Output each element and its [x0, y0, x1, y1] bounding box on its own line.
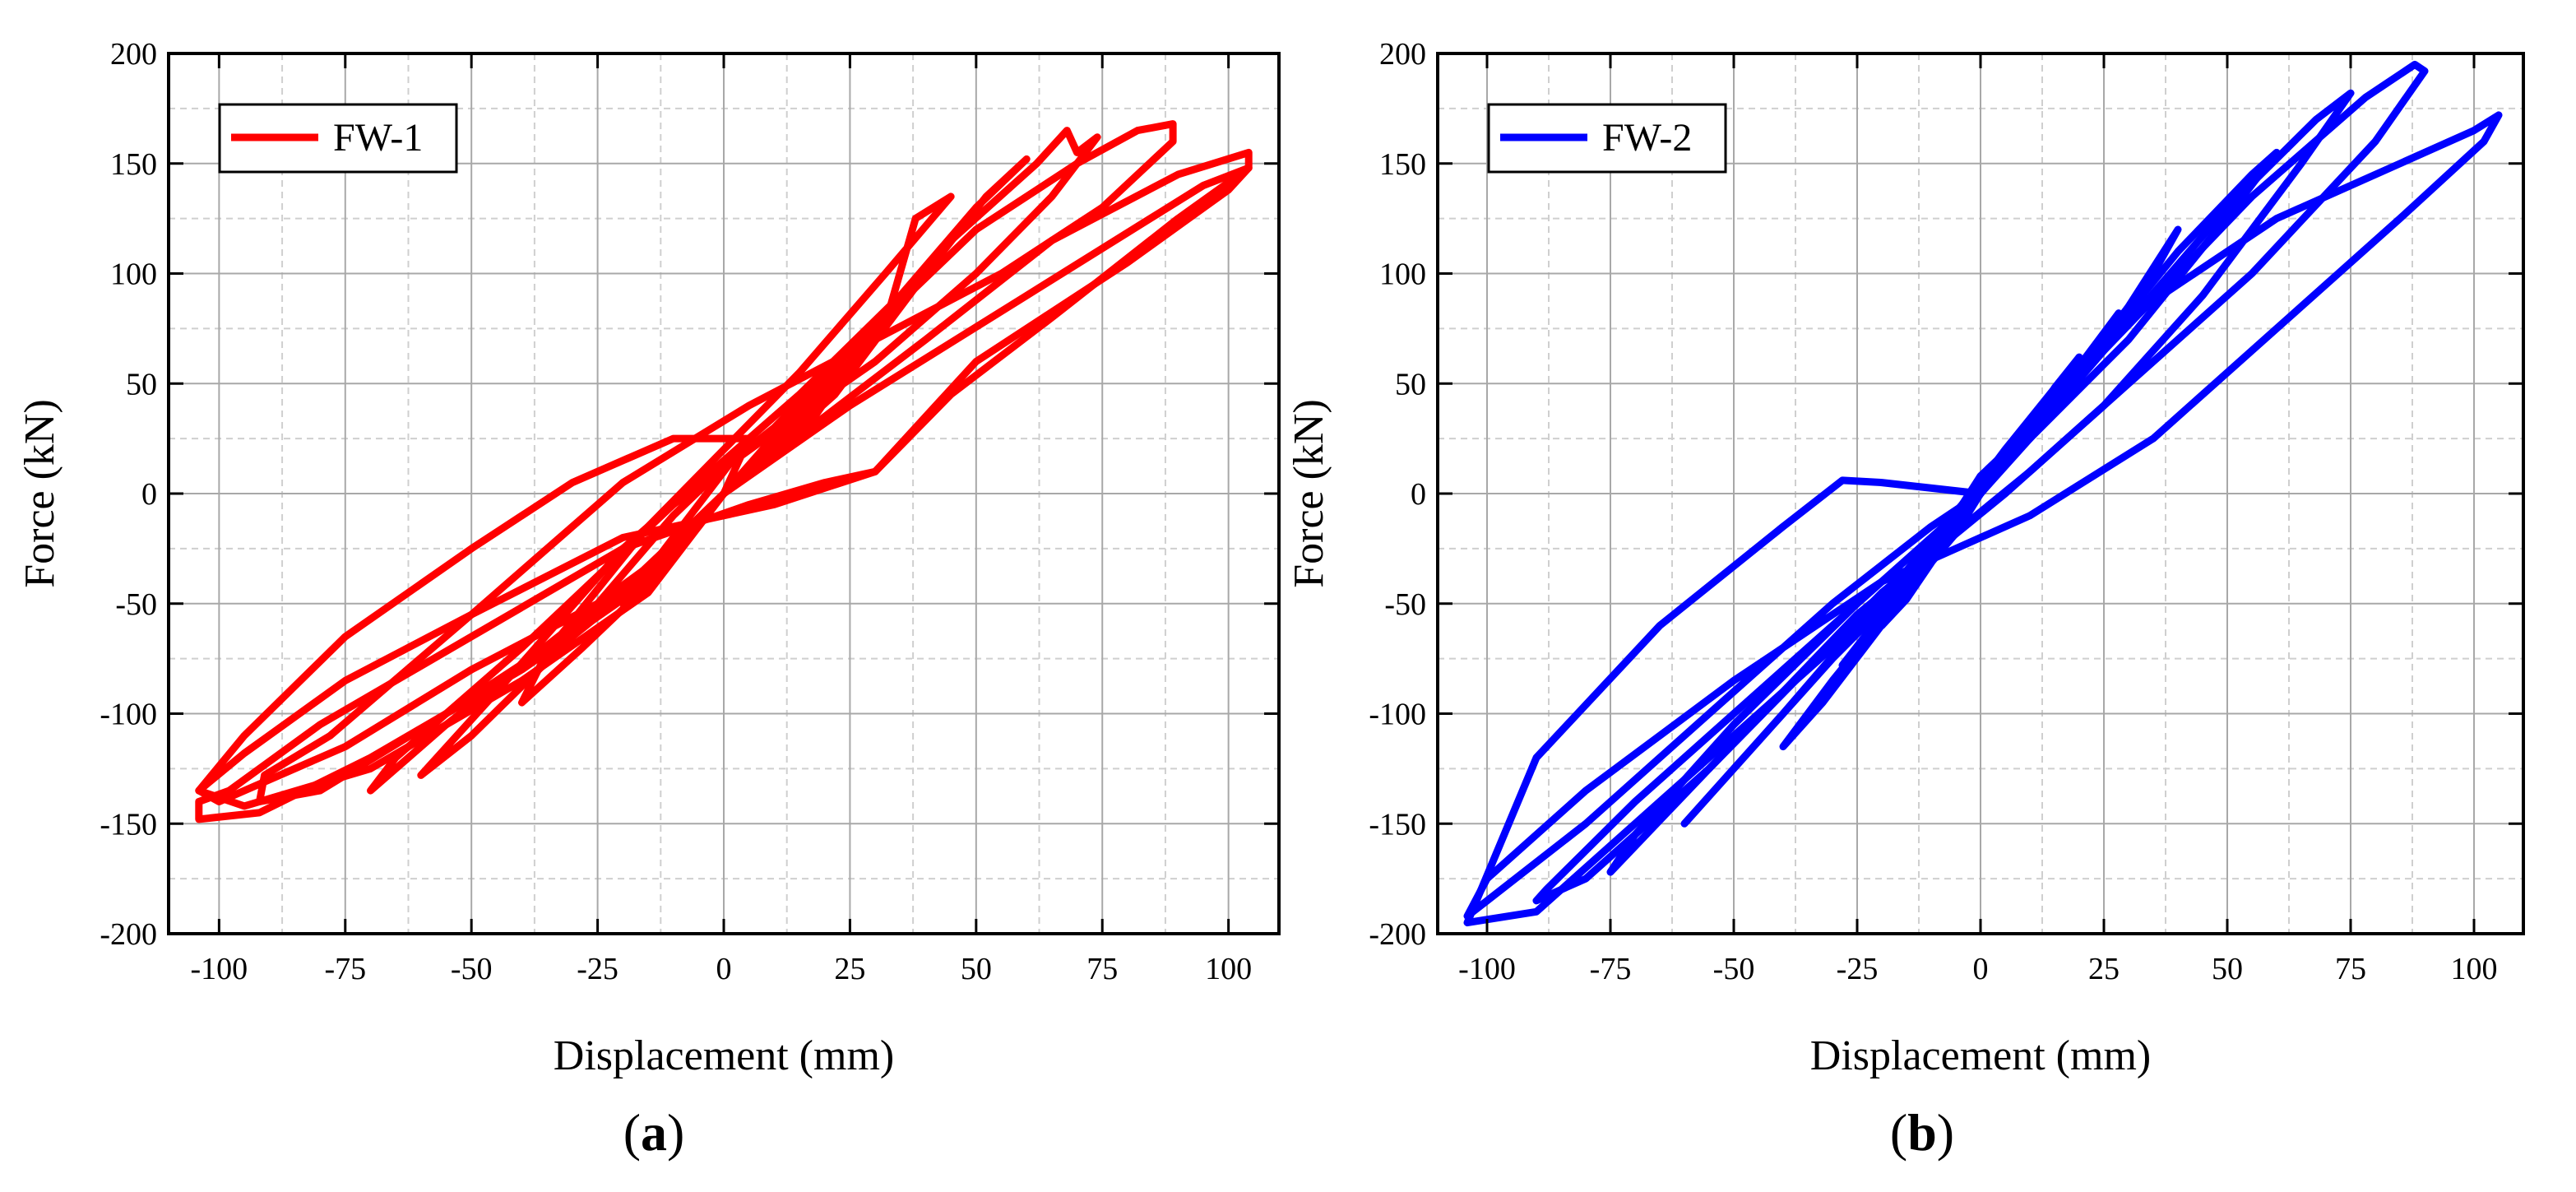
- chart-panel-b: -100 -75 -50 -25 0 25 50 75 100 -200 -150 -100 -50 0 5…: [1286, 37, 2525, 1079]
- x-tick-label: -75: [1590, 952, 1632, 986]
- y-axis-label: Force (kN): [1286, 399, 1332, 588]
- y-tick-label: 200: [110, 37, 157, 72]
- x-tick-label: 0: [1973, 952, 1989, 986]
- x-tick-label: -50: [451, 952, 493, 986]
- y-axis-label: Force (kN): [16, 399, 63, 588]
- y-tick-label: -150: [1369, 807, 1426, 842]
- y-tick-label: 100: [1379, 257, 1426, 292]
- series-fw-2-cycle-7: [1463, 111, 2503, 921]
- x-tick-label: -100: [1458, 952, 1516, 986]
- x-tick-label: -50: [1713, 952, 1755, 986]
- y-tick-label: 200: [1379, 37, 1426, 72]
- series-fw-2-cycle-8: [1463, 476, 1985, 927]
- x-tick-label: 25: [834, 952, 865, 986]
- x-axis-label: Displacement (mm): [1810, 1032, 2151, 1079]
- panel-label-a: (a): [623, 1103, 685, 1162]
- x-tick-label: 25: [2088, 952, 2120, 986]
- x-tick-label: -25: [577, 952, 619, 986]
- y-tick-label: -200: [100, 917, 157, 952]
- x-tick-label: -75: [324, 952, 366, 986]
- x-tick-label: 100: [1205, 952, 1252, 986]
- y-tick-label: -50: [115, 587, 157, 622]
- legend-label: FW-1: [333, 116, 423, 160]
- series-fw-1-cycle-6: [256, 120, 1177, 805]
- x-tick-label: 75: [2335, 952, 2366, 986]
- y-tick-label: -100: [100, 698, 157, 732]
- series-fw-1-cycle-8: [195, 164, 1253, 805]
- y-tick-label: 50: [1395, 367, 1426, 401]
- panel-label-b: (b): [1889, 1103, 1955, 1162]
- x-tick-label: 50: [2212, 952, 2243, 986]
- series-fw-1-cycle-3: [518, 192, 955, 707]
- x-axis-label: Displacement (mm): [554, 1032, 894, 1079]
- series-fw-2-cycle-6: [1532, 60, 2429, 905]
- y-tick-label: 150: [1379, 147, 1426, 182]
- series-fw-1-cycle-9: [195, 434, 753, 810]
- y-tick-label: 0: [1411, 477, 1426, 512]
- y-tick-label: -200: [1369, 917, 1426, 952]
- y-tick-label: 100: [110, 257, 157, 292]
- y-tick-label: -100: [1369, 698, 1426, 732]
- x-tick-label: 0: [716, 952, 732, 986]
- y-tick-label: 150: [110, 147, 157, 182]
- y-tick-label: -50: [1384, 587, 1426, 622]
- y-tick-label: 50: [126, 367, 157, 401]
- y-tick-label: 0: [141, 477, 157, 512]
- x-tick-label: 75: [1086, 952, 1118, 986]
- x-tick-label: -25: [1837, 952, 1879, 986]
- x-tick-label: 50: [961, 952, 992, 986]
- x-tick-label: 100: [2451, 952, 2498, 986]
- legend-label: FW-2: [1602, 116, 1692, 160]
- chart-panel-a: -100 -75 -50 -25 0 25 50 75 100 -200 -150 -100 -50 0 5…: [16, 37, 1281, 1079]
- y-tick-label: -150: [100, 807, 157, 842]
- series-fw-1-cycle-7: [195, 148, 1253, 823]
- x-tick-label: -100: [191, 952, 248, 986]
